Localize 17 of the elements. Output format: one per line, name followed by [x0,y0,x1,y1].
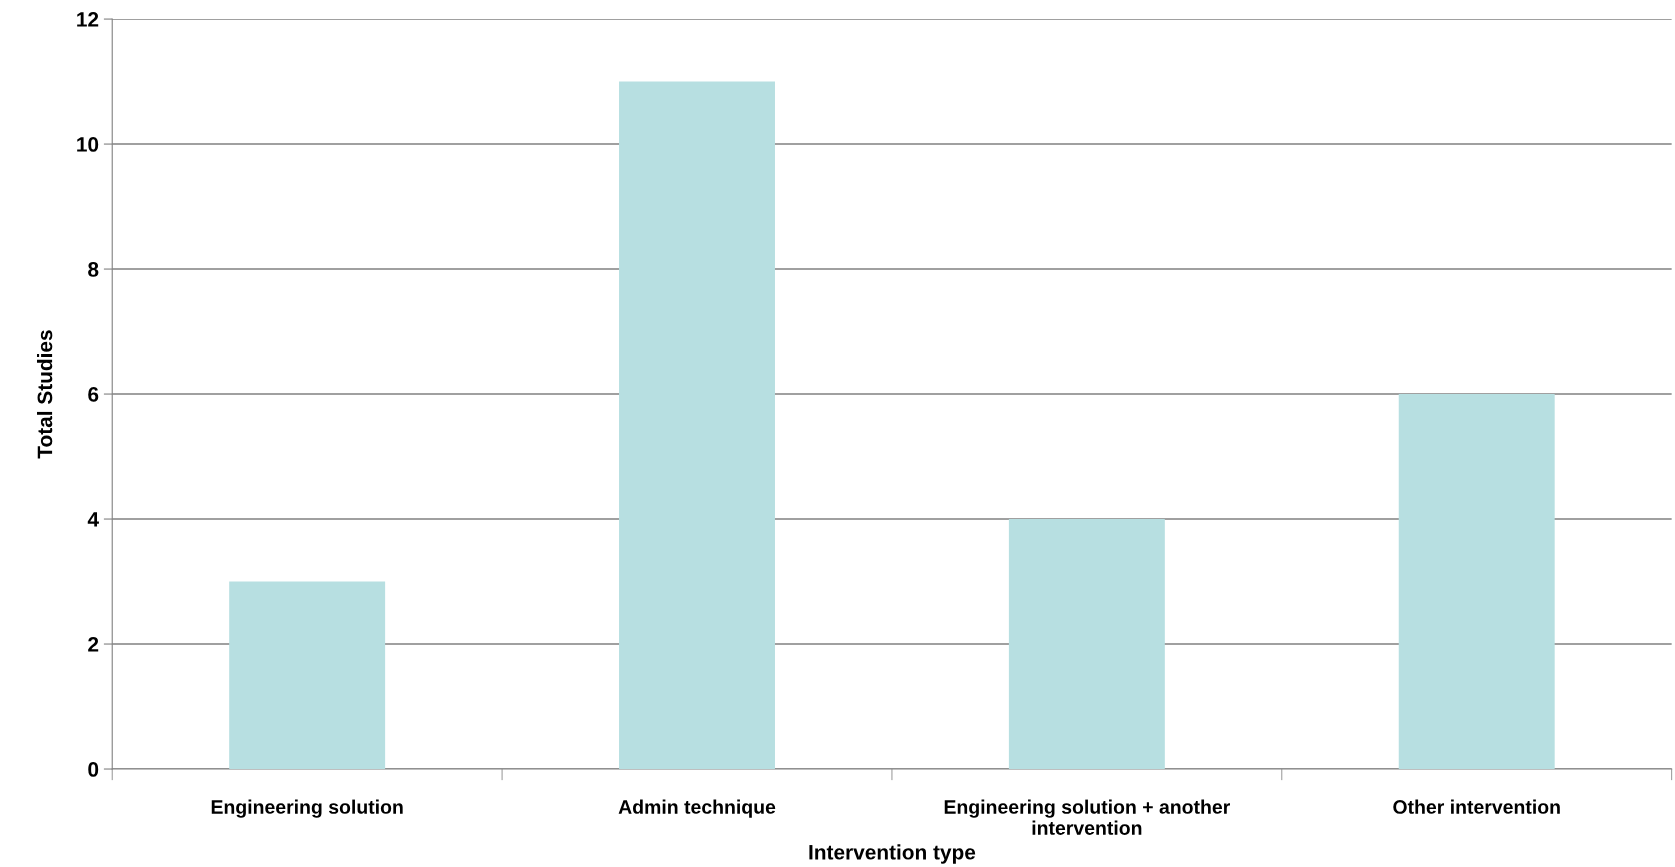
y-tick-label: 0 [88,762,99,777]
y-tick-label: 6 [88,387,99,402]
bar [619,81,775,770]
y-tick-label: 8 [88,262,99,277]
bar [1008,519,1165,770]
y-tick-label: 2 [88,637,99,652]
x-tick-label: Admin technique [618,799,776,818]
y-axis-title: Total Studies [36,330,53,459]
bar [1398,394,1555,770]
bar [229,581,386,770]
x-tick-label: Other intervention [1393,799,1560,814]
x-tick-label: Engineering solution + another intervention [944,799,1230,835]
y-tick-label: 12 [77,12,99,27]
y-tick-label: 10 [77,137,99,152]
y-tick-label: 4 [87,512,99,527]
x-axis-title: Intervention type [809,844,976,864]
x-tick-label: Engineering solution [211,799,403,818]
